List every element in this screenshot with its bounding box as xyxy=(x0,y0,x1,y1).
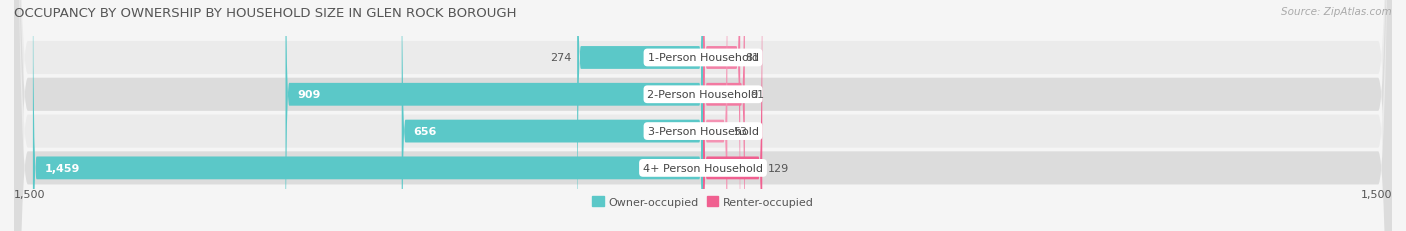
FancyBboxPatch shape xyxy=(14,0,1392,231)
FancyBboxPatch shape xyxy=(703,0,762,231)
Text: 53: 53 xyxy=(733,127,747,137)
FancyBboxPatch shape xyxy=(703,0,740,231)
FancyBboxPatch shape xyxy=(703,0,727,231)
Text: 1,500: 1,500 xyxy=(1361,189,1392,199)
FancyBboxPatch shape xyxy=(576,0,703,231)
Text: 2-Person Household: 2-Person Household xyxy=(647,90,759,100)
FancyBboxPatch shape xyxy=(14,0,1392,231)
FancyBboxPatch shape xyxy=(285,0,703,231)
Text: 656: 656 xyxy=(413,127,436,137)
Text: OCCUPANCY BY OWNERSHIP BY HOUSEHOLD SIZE IN GLEN ROCK BOROUGH: OCCUPANCY BY OWNERSHIP BY HOUSEHOLD SIZE… xyxy=(14,7,516,20)
Text: 909: 909 xyxy=(297,90,321,100)
Text: 91: 91 xyxy=(751,90,765,100)
Text: Source: ZipAtlas.com: Source: ZipAtlas.com xyxy=(1281,7,1392,17)
Text: 129: 129 xyxy=(768,163,789,173)
FancyBboxPatch shape xyxy=(402,0,703,231)
Text: 1-Person Household: 1-Person Household xyxy=(648,53,758,63)
Text: 1,500: 1,500 xyxy=(14,189,45,199)
Text: 274: 274 xyxy=(550,53,572,63)
Text: 1,459: 1,459 xyxy=(45,163,80,173)
FancyBboxPatch shape xyxy=(14,0,1392,231)
Text: 3-Person Household: 3-Person Household xyxy=(648,127,758,137)
FancyBboxPatch shape xyxy=(703,0,745,231)
Text: 4+ Person Household: 4+ Person Household xyxy=(643,163,763,173)
FancyBboxPatch shape xyxy=(14,0,1392,231)
FancyBboxPatch shape xyxy=(32,0,703,231)
Text: 81: 81 xyxy=(745,53,759,63)
Legend: Owner-occupied, Renter-occupied: Owner-occupied, Renter-occupied xyxy=(588,192,818,211)
